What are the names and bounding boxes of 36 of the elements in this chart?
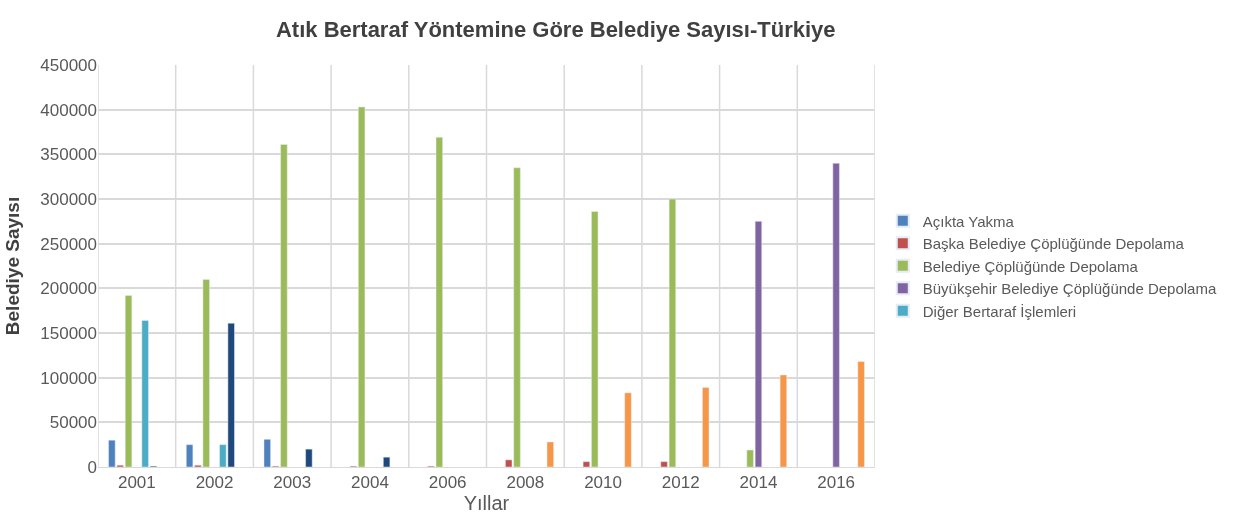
x-tick-label: 2014 bbox=[739, 473, 778, 493]
x-tick-label: 2002 bbox=[195, 473, 234, 493]
y-tick-label: 250000 bbox=[40, 234, 97, 254]
bar bbox=[779, 374, 787, 467]
chart-title: Atık Bertaraf Yöntemine Göre Belediye Sayısı-Türkiye bbox=[275, 16, 836, 42]
x-tick-label: 2001 bbox=[117, 473, 156, 493]
x-axis-title: Yıllar bbox=[463, 492, 510, 515]
legend-label: Belediye Çöplüğünde Depolama bbox=[922, 257, 1139, 275]
y-tick-label: 200000 bbox=[40, 279, 97, 299]
bar bbox=[832, 163, 840, 467]
bar bbox=[383, 456, 391, 467]
y-tick-label: 350000 bbox=[40, 145, 97, 165]
bar bbox=[624, 392, 632, 467]
x-tick-label: 2010 bbox=[584, 473, 622, 493]
y-tick-label: 100000 bbox=[40, 368, 97, 388]
legend-label: Büyükşehir Belediye Çöplüğünde Depolama bbox=[922, 280, 1217, 298]
x-tick-label: 2016 bbox=[817, 473, 856, 493]
x-tick-label: 2004 bbox=[351, 473, 389, 493]
bar bbox=[305, 448, 313, 467]
bar bbox=[857, 361, 865, 467]
y-tick-label: 50000 bbox=[49, 413, 97, 433]
x-tick-label: 2012 bbox=[661, 473, 700, 493]
bar bbox=[546, 441, 554, 467]
y-tick-label: 450000 bbox=[40, 55, 97, 75]
y-axis-title: Belediye Sayısı bbox=[2, 196, 24, 336]
x-tick-label: 2008 bbox=[506, 473, 545, 493]
legend-label: Açıkta Yakma bbox=[922, 212, 1015, 230]
y-tick-label: 150000 bbox=[40, 323, 97, 343]
legend-label: Diğer Bertaraf İşlemleri bbox=[922, 302, 1077, 320]
bar bbox=[702, 387, 710, 467]
y-tick-label: 0 bbox=[87, 457, 97, 477]
x-tick-label: 2006 bbox=[428, 473, 467, 493]
legend-label: Başka Belediye Çöplüğünde Depolama bbox=[922, 235, 1185, 253]
y-tick-label: 400000 bbox=[40, 100, 97, 120]
y-tick-label: 300000 bbox=[40, 189, 97, 209]
x-tick-label: 2003 bbox=[273, 473, 312, 493]
